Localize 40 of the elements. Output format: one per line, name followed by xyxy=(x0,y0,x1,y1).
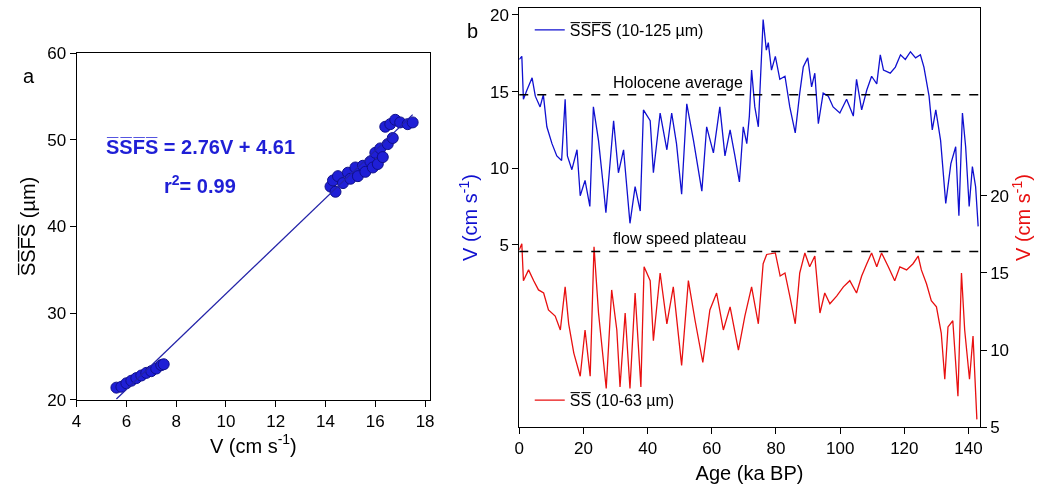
y2-tick-label: 15 xyxy=(990,263,1010,283)
y-axis-title: S̅S̅F̅S̅ (µm) xyxy=(16,176,39,277)
y-tick-label: 60 xyxy=(47,44,67,64)
y-tick-label: 10 xyxy=(489,159,509,179)
y-tick-label: 15 xyxy=(489,82,509,102)
y2-tick-label: 20 xyxy=(990,186,1010,206)
y-tick-label: 5 xyxy=(499,235,509,255)
text: b xyxy=(467,20,479,42)
x-tick-label: 18 xyxy=(415,412,435,432)
y2-tick-label: 10 xyxy=(990,340,1010,360)
x-tick-label: 0 xyxy=(514,439,524,459)
x-tick-label: 40 xyxy=(638,439,658,459)
ref-line-label: Holocene average xyxy=(613,74,743,91)
y-tick-label: 30 xyxy=(47,304,67,324)
legend-label: S̅S̅ (10-63 µm) xyxy=(569,392,675,410)
annotation: r$^{2}$= 0.99 xyxy=(164,172,236,198)
x-tick-label: 6 xyxy=(121,412,132,432)
y-tick-label: 20 xyxy=(489,5,509,25)
y-tick-label: 20 xyxy=(47,390,67,410)
x-tick-label: 4 xyxy=(71,412,82,432)
x-tick-label: 20 xyxy=(573,439,593,459)
x-axis-title: V (cm s$^{-1}$) xyxy=(209,431,297,457)
y2-tick-label: 5 xyxy=(990,418,1000,438)
legend-label: S̅S̅F̅S̅ (10-125 µm) xyxy=(569,22,704,40)
x-tick-label: 10 xyxy=(216,412,236,432)
x-tick-label: 16 xyxy=(365,412,385,432)
x-tick-label: 120 xyxy=(890,439,919,459)
ref-line-label: flow speed plateau xyxy=(613,230,747,247)
x-tick-label: 60 xyxy=(702,439,722,459)
y-tick-label: 50 xyxy=(47,130,67,150)
x-tick-label: 14 xyxy=(316,412,335,432)
text: a xyxy=(23,65,35,87)
x-tick-label: 8 xyxy=(171,412,181,432)
x-tick-label: 12 xyxy=(266,412,286,432)
x-tick-label: 100 xyxy=(825,439,855,459)
x-tick-label: 140 xyxy=(954,439,983,459)
x-axis-title: Age (ka BP) xyxy=(695,461,804,484)
x-tick-label: 80 xyxy=(766,439,786,459)
annotation: S̅S̅F̅S̅ = 2.76V + 4.61 xyxy=(106,136,296,158)
y-tick-label: 40 xyxy=(47,217,67,237)
